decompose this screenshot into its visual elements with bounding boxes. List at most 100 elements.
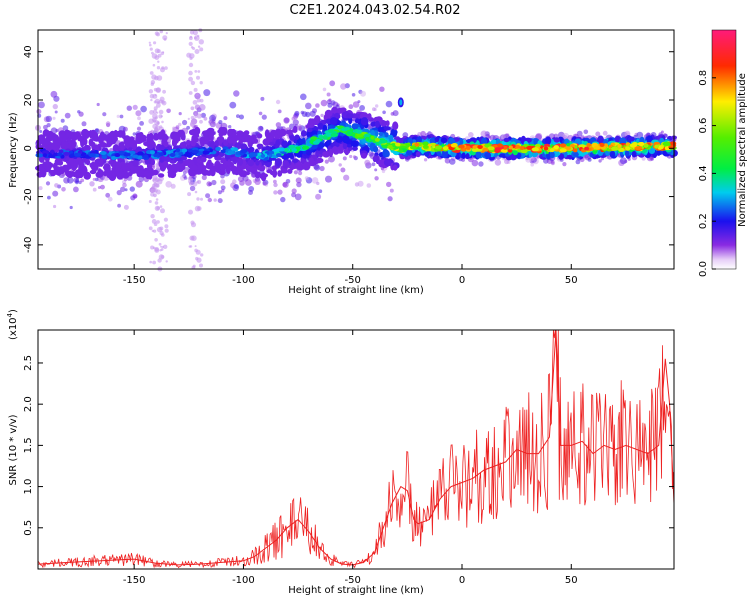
spectrogram-noise-point: [292, 119, 299, 126]
spectrogram-streak-point: [154, 205, 160, 211]
spectrogram-streak-point: [153, 188, 158, 193]
spectrogram-core-point: [175, 148, 181, 153]
spectrogram-core-point: [123, 152, 131, 157]
spectrogram-core-point: [344, 126, 350, 131]
spectrogram-noise-point: [100, 184, 105, 190]
spectrogram-streak-point: [189, 36, 193, 41]
spectrogram-band-point: [206, 170, 213, 176]
spectrogram-streak-point: [159, 231, 164, 236]
spectrogram-noise-point: [650, 157, 654, 161]
spectrogram-band-point: [37, 134, 46, 143]
spectrogram-band-point: [132, 159, 139, 167]
spectrogram-noise-point: [468, 132, 474, 138]
spectrogram-streak-point: [194, 248, 198, 253]
spectrogram-streak-point: [188, 76, 194, 82]
spectrogram-core-point: [414, 142, 420, 147]
spectrogram-noise-point: [322, 87, 327, 92]
spectrogram-band-point: [336, 107, 344, 114]
spectrogram-streak-point: [192, 181, 198, 187]
spectrogram-noise-point: [359, 105, 365, 111]
spectrogram-band-point: [302, 161, 311, 171]
spectrogram-band-point: [380, 120, 388, 127]
spectrogram-core-point: [111, 156, 117, 160]
spectrogram-band-point: [82, 137, 88, 146]
spectrogram-band-point: [104, 165, 111, 174]
spectrogram-streak-point: [190, 220, 195, 225]
spectrogram-noise-point: [223, 116, 228, 121]
spectrogram-band-point: [147, 144, 154, 150]
spectrogram-noise-point: [205, 193, 211, 199]
spectrogram-streak-point: [194, 70, 198, 73]
spectrogram-band-point: [93, 144, 100, 151]
spectrogram-band-point: [189, 129, 196, 136]
spectrogram-band-point: [128, 147, 133, 152]
spectrogram-core-point: [586, 143, 592, 147]
spectrogram-core-point: [572, 148, 578, 153]
snr-scale-label: (x104): [6, 309, 19, 340]
spectrogram-band-point: [332, 142, 340, 148]
spectrogram-band-point: [396, 137, 404, 144]
snr-x-ticks: -150 -100 -50 0 50: [123, 330, 578, 586]
spectrogram-noise-point: [139, 121, 145, 126]
spectrogram-core-point: [634, 146, 643, 151]
spectrogram-band-point: [255, 159, 260, 166]
spectrogram-noise-point: [372, 107, 376, 112]
spectrogram-band-point: [202, 132, 209, 138]
spectrogram-streak-point: [154, 125, 161, 131]
snr-series-line: [37, 329, 675, 566]
spectrogram-band-point: [121, 163, 128, 171]
spectrogram-noise-point: [324, 159, 329, 164]
spectrogram-streak-point: [154, 120, 160, 126]
spectrogram-noise-point: [294, 110, 300, 116]
spectrogram-core-point: [670, 141, 677, 146]
spectrogram-band-point: [139, 134, 146, 143]
spectrogram-streak-point: [200, 197, 203, 201]
spectrogram-band-point: [97, 168, 102, 176]
spectrogram-noise-point: [309, 110, 316, 117]
spectrogram-core-point: [380, 139, 387, 144]
spectrogram-band-point: [549, 151, 555, 159]
spectrogram-noise-point: [217, 190, 222, 195]
spectrogram-core-point: [42, 153, 48, 158]
spectrogram-band-point: [66, 164, 72, 170]
spectrogram-band-point: [130, 164, 138, 174]
spectrogram-noise-point: [300, 110, 305, 115]
spectrogram-noise-point: [203, 116, 208, 121]
spectrogram-noise-point: [320, 99, 328, 107]
spectrogram-noise-point: [209, 119, 213, 123]
spectrogram-band-point: [415, 151, 421, 158]
spectrogram-band-point: [191, 134, 198, 143]
spectrogram-band-point: [83, 171, 91, 180]
spectrogram-streak-point: [148, 118, 154, 124]
spectrogram-streak-point: [150, 245, 155, 250]
spectrogram-noise-point: [360, 90, 366, 97]
spectrogram-noise-point: [220, 185, 226, 191]
spectrogram-streak-point: [149, 71, 154, 75]
spectrogram-core-point: [526, 145, 534, 150]
spectrogram-streak-point: [154, 94, 157, 97]
spectrogram-band-point: [99, 159, 104, 167]
spectrogram-streak-point: [161, 245, 164, 249]
spectrogram-band-point: [71, 132, 78, 141]
spectrogram-band-point: [465, 153, 470, 160]
spectrogram-streak-point: [197, 206, 202, 211]
spectrogram-streak-point: [154, 48, 160, 54]
spectrogram-band-point: [256, 143, 264, 149]
spectrogram-band-point: [201, 169, 209, 176]
spectrogram-frame: [37, 29, 675, 270]
spectrogram-band-point: [441, 149, 449, 159]
spectrogram-band-point: [244, 171, 251, 176]
spectrogram-noise-point: [39, 130, 43, 133]
spectrogram-noise-point: [449, 158, 456, 165]
spectrogram-band-point: [648, 148, 656, 154]
spectrogram-noise-point: [340, 167, 346, 173]
spectrogram-band-point: [112, 144, 120, 153]
spectrogram-noise-point: [368, 151, 374, 157]
spectrogram-band-point: [317, 122, 324, 130]
spectrogram-streak-point: [189, 30, 195, 35]
spectrogram-streak-point: [194, 190, 198, 194]
spectrogram-streak-point: [156, 220, 160, 224]
x-tick-label: -50: [345, 275, 361, 286]
spectrogram-streak-point: [154, 201, 159, 205]
spectrogram-band-point: [227, 159, 232, 168]
